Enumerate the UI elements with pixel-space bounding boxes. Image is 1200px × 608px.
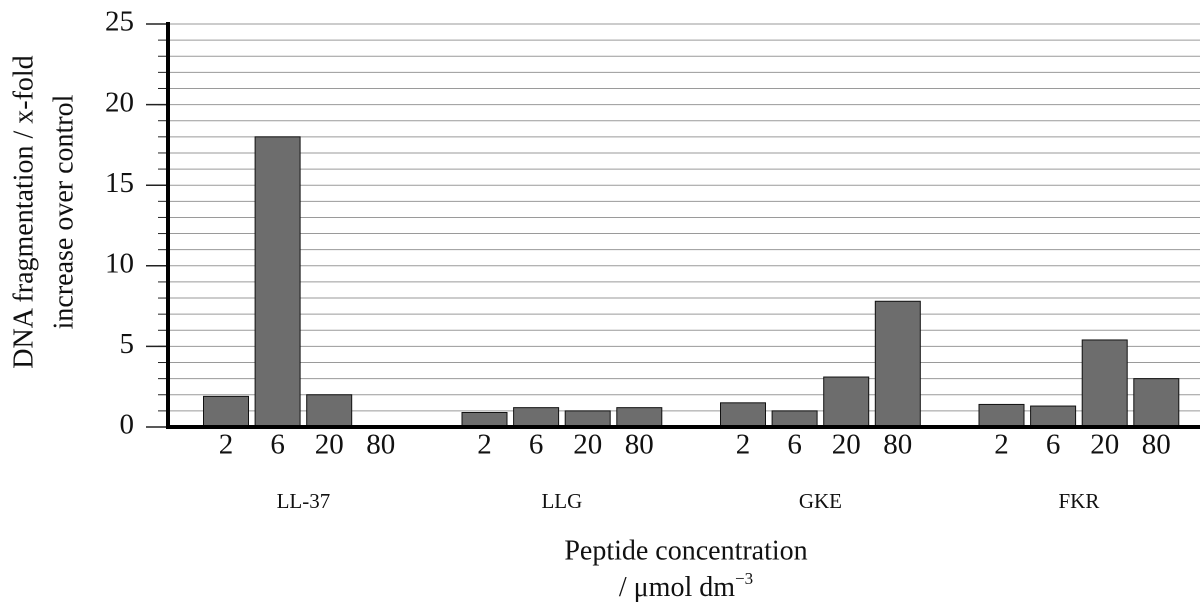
bar — [513, 407, 560, 428]
bar — [1133, 378, 1180, 428]
x-axis-unit-exponent: −3 — [735, 569, 753, 588]
bar — [203, 395, 249, 428]
x-tick-label: 80 — [625, 429, 654, 461]
bar — [720, 402, 766, 428]
bar — [1081, 339, 1128, 428]
bar — [254, 136, 301, 428]
x-tick-label: 20 — [573, 429, 602, 461]
group-label: GKE — [799, 489, 842, 513]
x-tick-label: 80 — [1142, 429, 1171, 461]
bar — [874, 300, 921, 428]
group-label: LL-37 — [277, 489, 331, 513]
bar — [823, 376, 870, 428]
bar — [564, 410, 611, 428]
y-tick-label: 25 — [105, 6, 134, 38]
x-axis-unit: / μmol dm — [619, 572, 735, 603]
y-tick-label: 15 — [105, 167, 134, 199]
x-tick-label: 20 — [832, 429, 861, 461]
bar — [306, 394, 353, 428]
bar — [978, 403, 1025, 428]
x-axis-title: Peptide concentration — [564, 535, 807, 566]
x-tick-label: 2 — [736, 429, 751, 461]
x-tick-label: 80 — [366, 429, 395, 461]
y-tick-label: 10 — [105, 247, 134, 279]
y-tick-label: 0 — [120, 409, 135, 441]
y-axis-title: increase over control — [48, 94, 79, 329]
x-tick-label: 20 — [315, 429, 344, 461]
x-tick-label: 6 — [270, 429, 285, 461]
x-tick-label: 20 — [1090, 429, 1119, 461]
y-tick-label: 20 — [105, 86, 134, 118]
x-tick-label: 6 — [529, 429, 544, 461]
x-tick-label: 6 — [1046, 429, 1061, 461]
x-tick-label: 2 — [477, 429, 492, 461]
x-axis-title: / μmol dm−3 — [619, 569, 753, 604]
bar — [616, 407, 663, 428]
x-tick-label: 2 — [994, 429, 1009, 461]
y-tick-label: 5 — [120, 328, 135, 360]
y-axis-title: DNA fragmentation / x-fold — [8, 55, 39, 368]
x-tick-label: 80 — [883, 429, 912, 461]
x-tick-label: 6 — [787, 429, 802, 461]
bar — [1030, 405, 1077, 428]
group-label: LLG — [541, 489, 582, 513]
bar — [461, 411, 508, 428]
x-tick-label: 2 — [219, 429, 234, 461]
group-label: FKR — [1058, 489, 1099, 513]
bar — [771, 410, 818, 428]
